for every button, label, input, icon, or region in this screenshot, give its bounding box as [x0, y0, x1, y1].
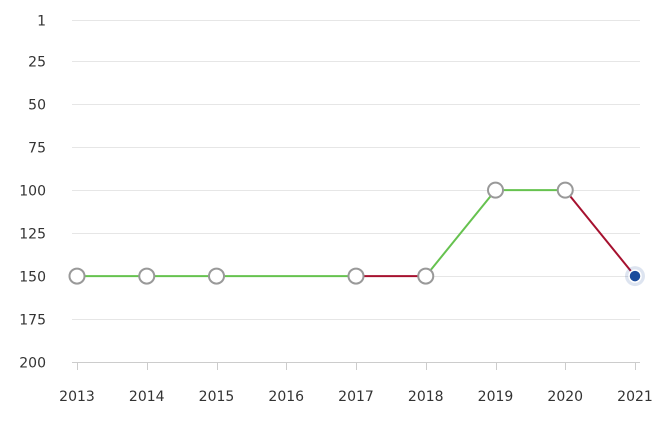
y-tick-label: 50 — [28, 98, 46, 114]
data-point[interactable] — [487, 181, 504, 199]
data-point[interactable] — [347, 267, 365, 285]
series-markers — [68, 181, 645, 287]
y-tick-label: 100 — [19, 184, 46, 200]
data-point[interactable] — [138, 267, 156, 285]
series-line — [76, 189, 636, 278]
x-tick-label: 2017 — [338, 389, 374, 405]
last-data-point[interactable] — [628, 269, 642, 283]
y-tick-label: 150 — [19, 270, 46, 286]
data-point[interactable] — [208, 267, 225, 285]
y-tick-label: 175 — [19, 313, 46, 329]
y-tick-label: 125 — [19, 227, 46, 243]
y-tick-label: 75 — [28, 141, 46, 157]
x-tick-label: 2018 — [408, 389, 444, 405]
line-segment — [564, 189, 636, 278]
x-tick-label: 2013 — [59, 389, 95, 405]
x-tick-label: 2014 — [129, 389, 165, 405]
data-point[interactable] — [68, 267, 86, 285]
data-point[interactable] — [556, 181, 574, 199]
x-axis: 2013 2014 2015 2016 2017 2018 2019 2020 2021 — [59, 362, 653, 405]
y-tick-label: 25 — [28, 55, 46, 71]
x-tick-label: 2021 — [617, 389, 653, 405]
line-segment — [424, 189, 497, 278]
x-tick-label: 2020 — [547, 389, 583, 405]
grid-lines — [72, 20, 640, 363]
x-tick-label: 2019 — [478, 389, 514, 405]
x-tick-label: 2015 — [199, 389, 235, 405]
data-point[interactable] — [417, 267, 435, 285]
y-tick-label: 200 — [19, 356, 46, 372]
x-tick-label: 2016 — [268, 389, 304, 405]
y-tick-label: 1 — [37, 14, 46, 30]
